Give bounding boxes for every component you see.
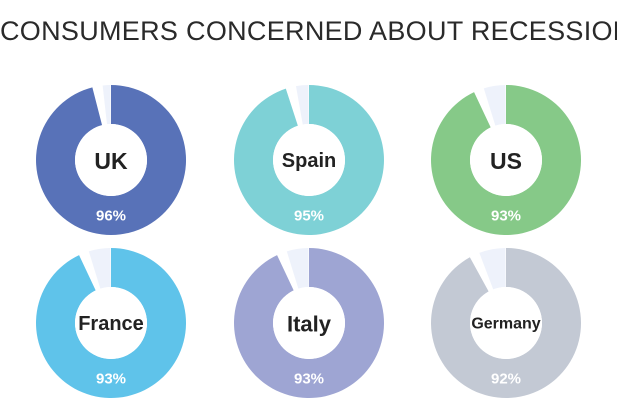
country-label-germany: Germany (471, 316, 540, 333)
donut-remainder-france (88, 248, 111, 289)
donut-slice-spain (233, 85, 384, 235)
donut-slice-us (431, 85, 582, 235)
donut-slice-uk (36, 84, 187, 235)
chart-title: CONSUMERS CONCERNED ABOUT RECESSION (0, 16, 617, 46)
donut-germany: Germany 92% (431, 248, 582, 399)
donut-slice-italy (234, 247, 385, 398)
donut-france: France 93% (36, 248, 187, 398)
percent-label-uk: 96% (96, 208, 126, 225)
donut-slice-germany (431, 248, 582, 399)
donut-hole (75, 287, 147, 359)
donut-remainder-italy (286, 248, 309, 289)
percent-label-germany: 92% (491, 371, 521, 388)
country-label-france: France (78, 313, 144, 335)
donut-hole (470, 287, 542, 359)
donut-remainder-germany (479, 248, 506, 290)
donut-hole (273, 287, 345, 359)
country-label-italy: Italy (287, 312, 332, 337)
donut-uk: UK 96% (36, 84, 187, 235)
donut-hole (75, 124, 147, 196)
country-label-uk: UK (94, 148, 128, 174)
donut-hole (273, 124, 345, 196)
percent-label-france: 93% (96, 371, 126, 388)
donut-italy: Italy 93% (234, 247, 385, 398)
percent-label-italy: 93% (294, 371, 324, 388)
country-label-spain: Spain (282, 150, 336, 172)
donut-us: US 93% (431, 85, 582, 235)
donut-remainder-uk (102, 85, 111, 125)
donut-remainder-spain (295, 85, 309, 125)
donut-remainder-us (483, 85, 506, 126)
donut-spain: Spain 95% (233, 85, 384, 235)
percent-label-spain: 95% (294, 208, 324, 225)
country-label-us: US (490, 148, 522, 174)
percent-label-us: 93% (491, 208, 521, 225)
donut-hole (470, 124, 542, 196)
donut-slice-france (36, 248, 187, 398)
